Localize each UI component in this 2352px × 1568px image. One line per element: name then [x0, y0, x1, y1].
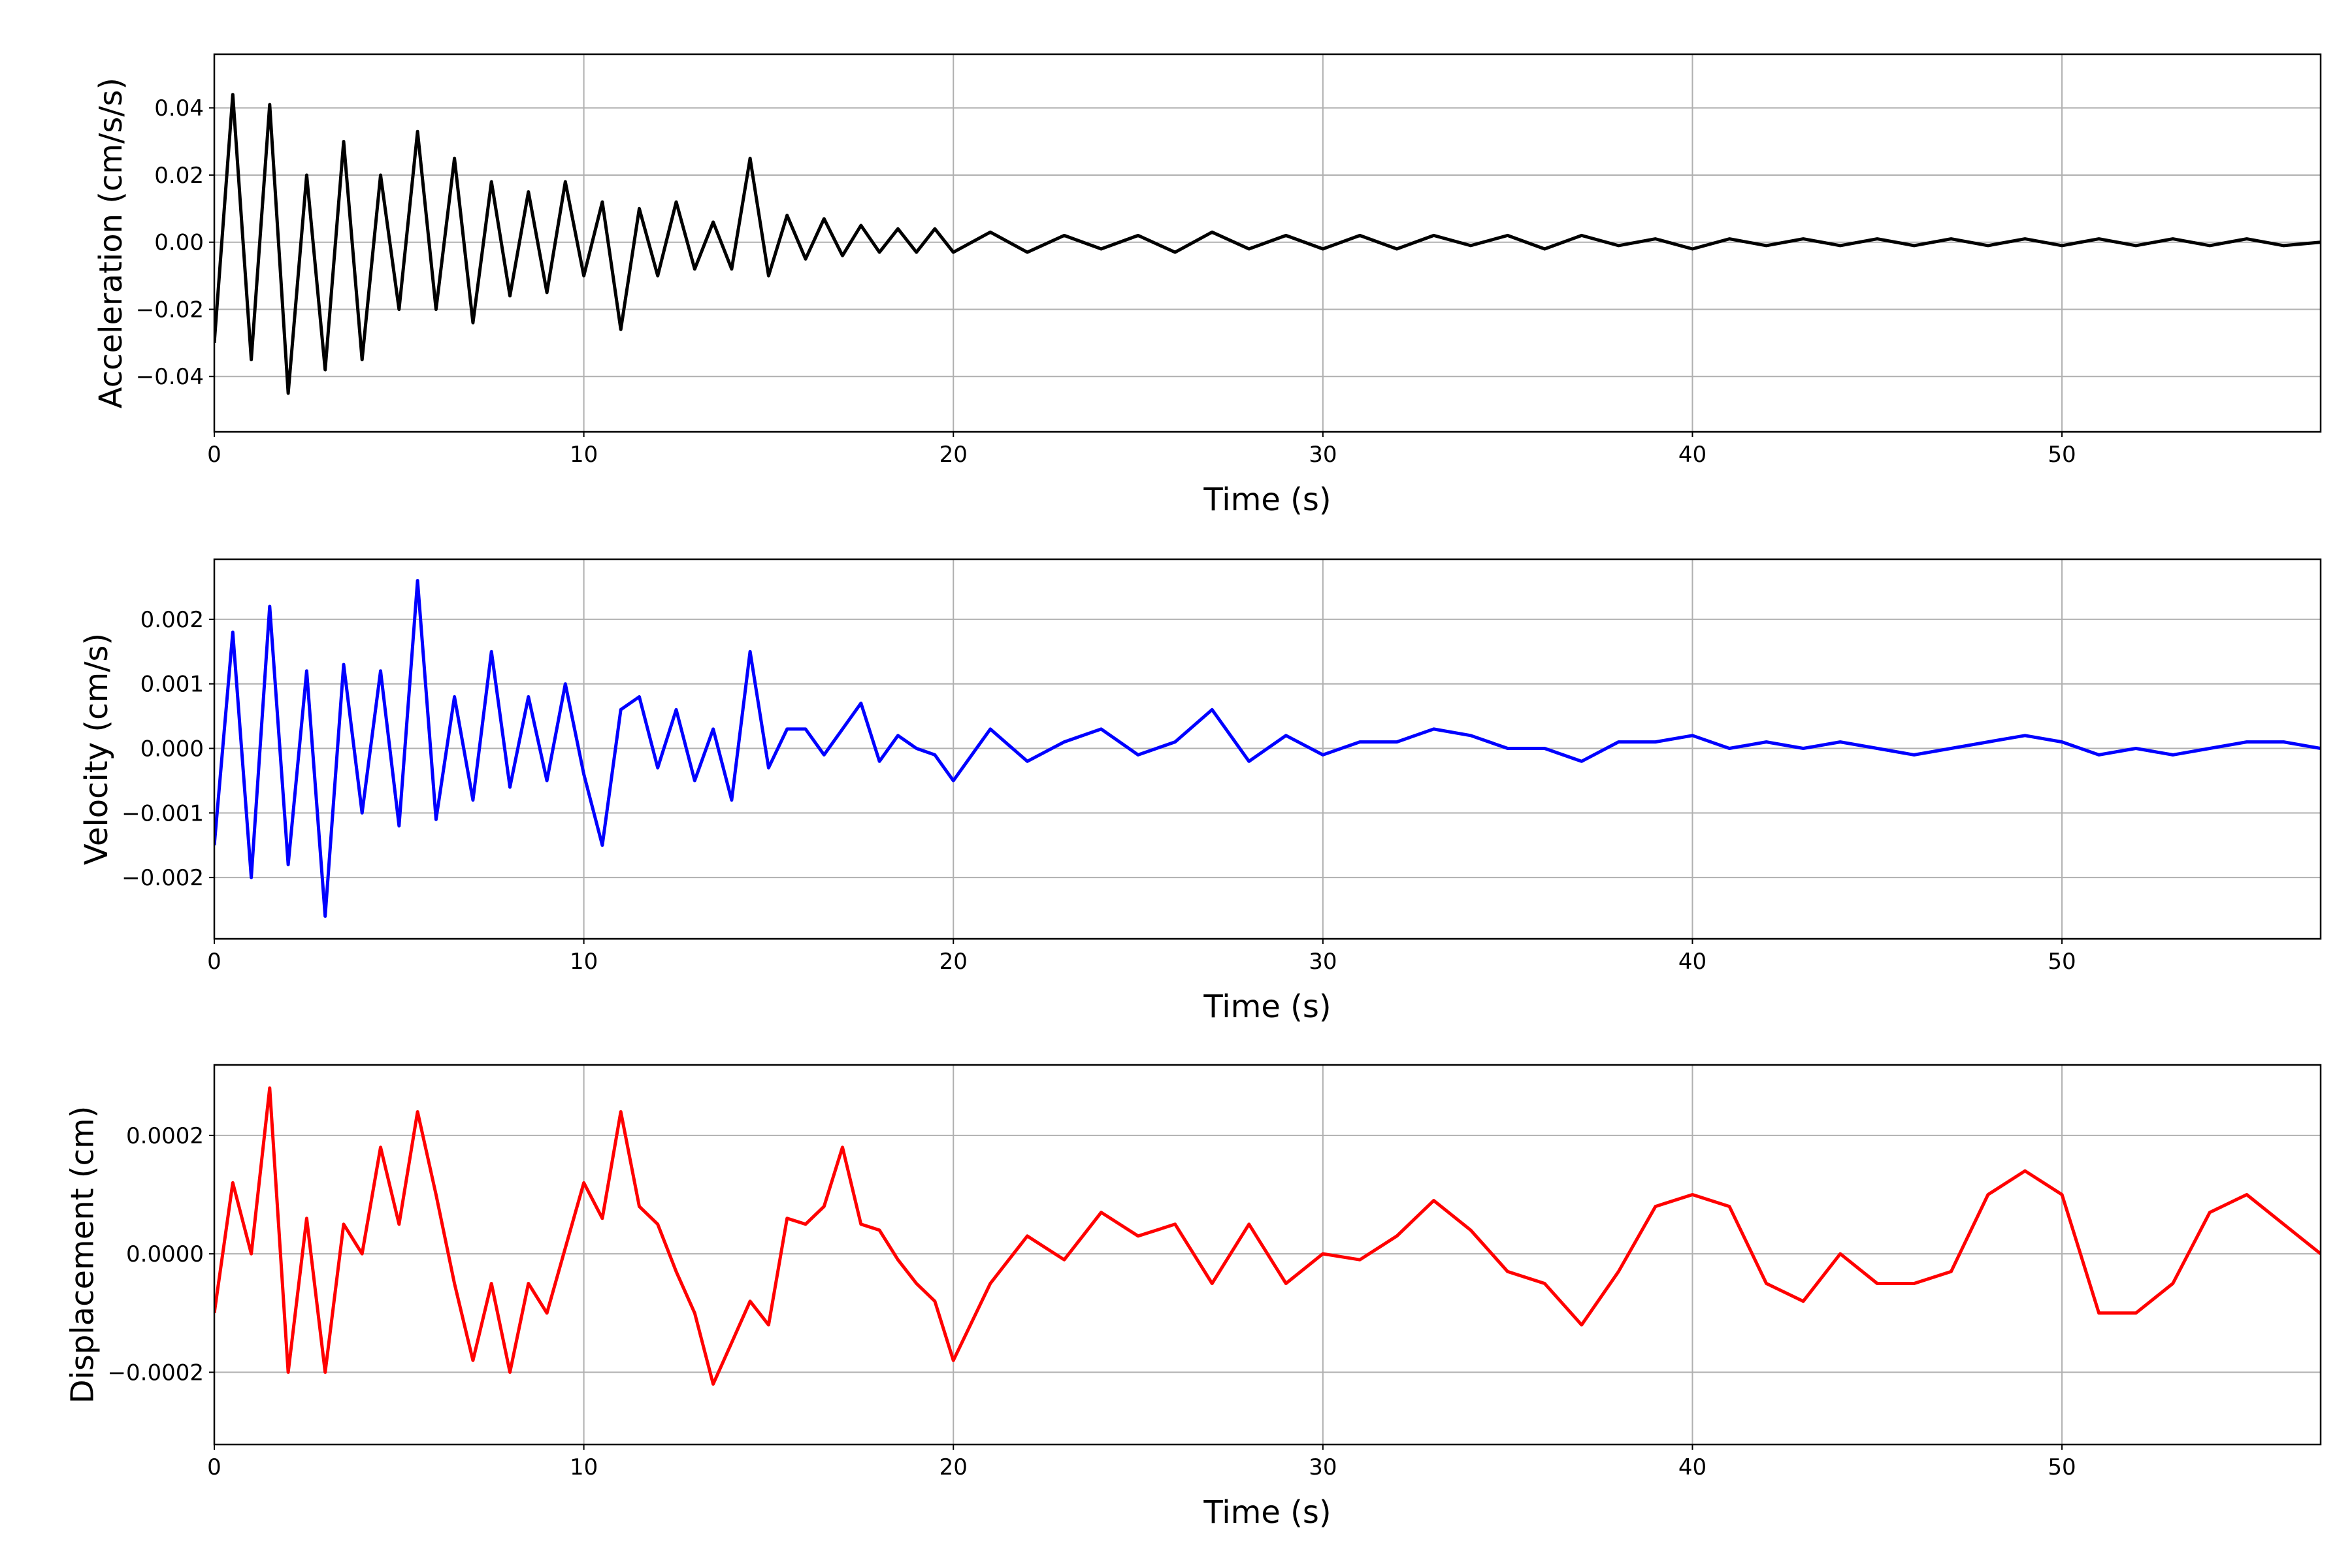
- x-tick-label: 10: [570, 442, 598, 468]
- subplot: 0 10 20 30 40 50 −0.04 −0.02 0.00 0.02 0.04 Time (s…: [93, 53, 2322, 518]
- x-tick-label: 30: [1309, 949, 1337, 975]
- data-line: [214, 579, 2321, 918]
- x-axis-label: Time (s): [1203, 1494, 1331, 1531]
- plot-area: [214, 1086, 2321, 1386]
- y-tick-label: −0.001: [122, 800, 204, 826]
- y-tick-label: −0.04: [136, 364, 204, 390]
- y-tick-label: 0.04: [154, 95, 204, 122]
- data-line: [214, 1086, 2321, 1386]
- y-tick-label: −0.0002: [108, 1360, 204, 1386]
- plot-area: [214, 93, 2321, 395]
- x-tick-label: 30: [1309, 442, 1337, 468]
- axes-frame: [213, 53, 2322, 433]
- x-tick-label: 0: [207, 949, 221, 975]
- y-axis-label: Acceleration (cm/s/s): [93, 78, 129, 408]
- subplot: 0 10 20 30 40 50 −0.002 −0.001 0.000 0.001 0.002 Ti…: [78, 558, 2322, 1025]
- y-tick-label: 0.001: [140, 672, 204, 698]
- x-tick-label: 40: [1678, 949, 1707, 975]
- plot-area: [214, 579, 2321, 918]
- x-tick-label: 20: [939, 1454, 968, 1480]
- x-axis-label: Time (s): [1203, 482, 1331, 518]
- x-tick-label: 50: [2048, 949, 2076, 975]
- x-tick-label: 10: [570, 949, 598, 975]
- axes-frame: [213, 1064, 2322, 1446]
- y-tick-label: 0.0000: [126, 1241, 204, 1267]
- x-tick-label: 50: [2048, 442, 2076, 468]
- x-tick-label: 0: [207, 1454, 221, 1480]
- x-tick-label: 20: [939, 949, 968, 975]
- y-tick-label: 0.00: [154, 230, 204, 256]
- y-tick-label: −0.002: [122, 865, 204, 891]
- x-axis-label: Time (s): [1203, 988, 1331, 1025]
- x-tick-label: 40: [1678, 1454, 1707, 1480]
- x-tick-label: 30: [1309, 1454, 1337, 1480]
- x-tick-label: 0: [207, 442, 221, 468]
- y-tick-label: 0.000: [140, 736, 204, 762]
- x-tick-label: 20: [939, 442, 968, 468]
- data-line: [214, 93, 2321, 395]
- axes-frame: [213, 558, 2322, 940]
- x-tick-label: 10: [570, 1454, 598, 1480]
- y-axis-label: Velocity (cm/s): [78, 633, 115, 865]
- y-tick-label: 0.002: [140, 607, 204, 633]
- y-axis-label: Displacement (cm): [65, 1106, 101, 1404]
- x-tick-label: 40: [1678, 442, 1707, 468]
- subplot: 0 10 20 30 40 50 −0.0002 0.0000 0.0002 Time (s) Di…: [65, 1064, 2322, 1531]
- x-tick-label: 50: [2048, 1454, 2076, 1480]
- y-tick-label: 0.02: [154, 163, 204, 189]
- y-tick-label: 0.0002: [126, 1123, 204, 1149]
- y-tick-label: −0.02: [136, 297, 204, 323]
